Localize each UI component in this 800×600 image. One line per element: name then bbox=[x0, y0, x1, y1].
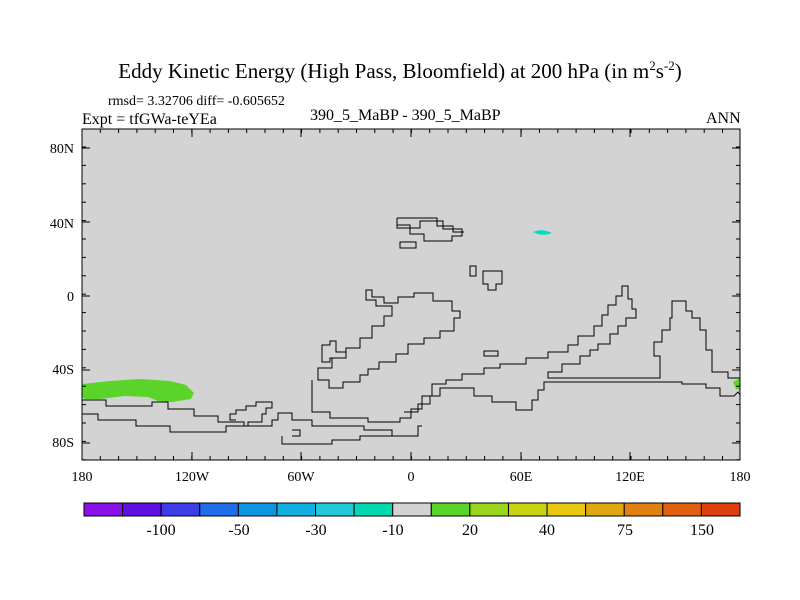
colorbar-swatch-12 bbox=[546, 502, 587, 517]
green-patch-east-edge bbox=[733, 378, 740, 390]
experiment-label: Expt = tfGWa-teYEa bbox=[82, 111, 217, 128]
coastline-indian-ocean-rim bbox=[311, 285, 740, 423]
x-tick-label-120w: 120W bbox=[175, 470, 210, 485]
coastline-island-d bbox=[483, 350, 499, 357]
y-tick-label-40n: 40N bbox=[50, 217, 74, 232]
colorbar-swatch-8 bbox=[392, 502, 432, 517]
map-panel: 80N 40N 0 40S 80S 180 120W 60W 0 60E 120… bbox=[50, 128, 751, 485]
colorbar-label-20: 20 bbox=[462, 522, 478, 539]
y-tick-label-80n: 80N bbox=[50, 142, 74, 157]
x-axis-labels: 180 120W 60W 0 60E 120E 180 bbox=[72, 470, 751, 485]
x-tick-label-0: 0 bbox=[408, 470, 415, 485]
colorbar-swatch-13 bbox=[585, 502, 625, 517]
colorbar-swatch-2 bbox=[160, 502, 201, 517]
x-tick-label-60w: 60W bbox=[287, 470, 315, 485]
colorbar: -100 -50 -30 -10 20 40 75 150 bbox=[83, 502, 741, 539]
y-tick-label-40s: 40S bbox=[52, 363, 74, 378]
colorbar-label-neg30: -30 bbox=[305, 522, 326, 539]
colorbar-swatches bbox=[83, 502, 741, 517]
colorbar-swatch-11 bbox=[507, 502, 548, 517]
x-tick-label-180e: 180 bbox=[730, 470, 751, 485]
colorbar-swatch-6 bbox=[315, 502, 355, 517]
colorbar-swatch-0 bbox=[83, 502, 124, 517]
coastline-antarctica-west bbox=[82, 401, 273, 433]
case-difference-label: 390_5_MaBP - 390_5_MaBP bbox=[310, 107, 501, 124]
colorbar-swatch-10 bbox=[469, 502, 509, 517]
map-frame bbox=[81, 128, 741, 461]
y-tick-label-0: 0 bbox=[67, 290, 74, 305]
coastline-southeast-asia bbox=[317, 289, 461, 389]
coastline-south-west bbox=[82, 399, 422, 437]
colorbar-swatch-3 bbox=[199, 502, 239, 517]
colorbar-swatch-7 bbox=[353, 502, 394, 517]
stats-line: rmsd= 3.32706 diff= -0.605652 bbox=[108, 94, 285, 109]
x-tick-label-60e: 60E bbox=[510, 470, 533, 485]
coastline-island-c bbox=[321, 340, 347, 363]
colorbar-label-150: 150 bbox=[690, 522, 714, 539]
colorbar-swatch-15 bbox=[662, 502, 702, 517]
y-axis-labels: 80N 40N 0 40S 80S bbox=[50, 142, 74, 451]
colorbar-swatch-9 bbox=[430, 502, 471, 517]
coastline-antarctica-shelf bbox=[292, 429, 301, 437]
coastline-asia bbox=[396, 218, 463, 242]
map-tick-marks bbox=[81, 129, 741, 461]
colorbar-labels: -100 -50 -30 -10 20 40 75 150 bbox=[146, 522, 714, 539]
season-label: ANN bbox=[706, 110, 741, 127]
coastline-antarctica-south bbox=[281, 435, 396, 445]
coastline-korea-japan bbox=[399, 241, 417, 249]
map-background bbox=[82, 129, 740, 460]
colorbar-label-40: 40 bbox=[539, 522, 555, 539]
green-patch-southern-ocean bbox=[82, 379, 194, 402]
x-tick-label-120e: 120E bbox=[615, 470, 645, 485]
colorbar-label-75: 75 bbox=[617, 522, 633, 539]
colorbar-label-neg100: -100 bbox=[146, 522, 175, 539]
figure-title: Eddy Kinetic Energy (High Pass, Bloomfie… bbox=[118, 58, 682, 83]
coastline-island-a bbox=[469, 265, 477, 277]
colorbar-swatch-4 bbox=[237, 502, 278, 517]
coastline-island-b bbox=[482, 270, 503, 291]
coastlines bbox=[82, 217, 741, 445]
colorbar-swatch-16 bbox=[700, 502, 741, 517]
colorbar-label-neg10: -10 bbox=[382, 522, 403, 539]
colorbar-swatch-5 bbox=[276, 502, 317, 517]
coastline-antarctic-rim-east bbox=[404, 381, 741, 413]
y-tick-label-80s: 80S bbox=[52, 436, 74, 451]
colorbar-swatch-14 bbox=[623, 502, 664, 517]
x-tick-label-180w: 180 bbox=[72, 470, 93, 485]
coastline-asia-north bbox=[397, 217, 464, 233]
colorbar-label-neg50: -50 bbox=[228, 522, 249, 539]
colorbar-swatch-1 bbox=[122, 502, 162, 517]
cyan-patch-asia bbox=[533, 230, 552, 235]
